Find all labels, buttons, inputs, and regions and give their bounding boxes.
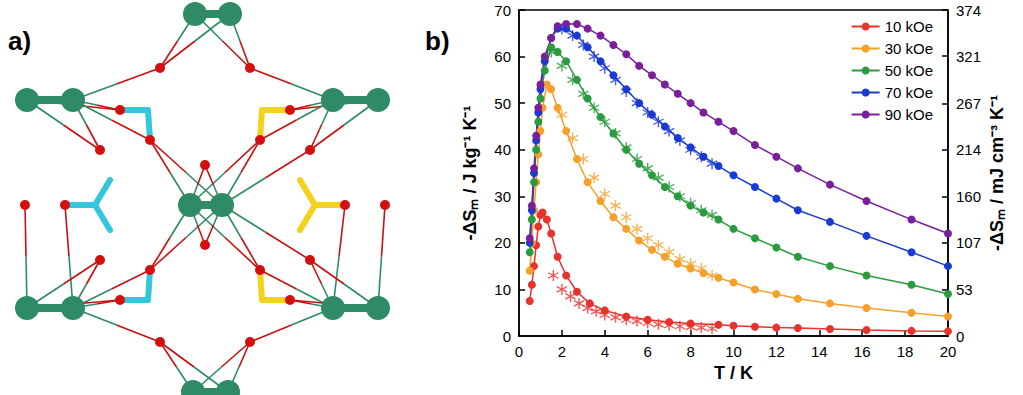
svg-text:12: 12 [768, 343, 785, 360]
html-text:b): b) [425, 26, 450, 56]
svg-text:4: 4 [601, 343, 609, 360]
svg-text:107: 107 [956, 234, 981, 251]
svg-text:2: 2 [558, 343, 566, 360]
svg-text:-ΔSₘ / J kg⁻¹ K⁻¹: -ΔSₘ / J kg⁻¹ K⁻¹ [460, 106, 480, 241]
svg-text:30: 30 [494, 188, 511, 205]
svg-text:267: 267 [956, 95, 981, 112]
svg-text:214: 214 [956, 141, 981, 158]
html-text:a): a) [8, 26, 32, 56]
svg-text:40: 40 [494, 141, 511, 158]
svg-text:70: 70 [494, 2, 511, 19]
svg-text:53: 53 [956, 281, 973, 298]
svg-text:6: 6 [644, 343, 652, 360]
svg-text:0: 0 [515, 343, 523, 360]
svg-text:20: 20 [940, 343, 957, 360]
svg-text:10 kOe: 10 kOe [885, 18, 933, 35]
svg-text:50 kOe: 50 kOe [885, 62, 933, 79]
svg-text:14: 14 [811, 343, 828, 360]
svg-text:10: 10 [494, 281, 511, 298]
svg-text:-ΔSₘ / mJ cm⁻³ K⁻¹: -ΔSₘ / mJ cm⁻³ K⁻¹ [987, 95, 1007, 251]
svg-text:374: 374 [956, 2, 981, 19]
svg-text:90 kOe: 90 kOe [885, 106, 933, 123]
svg-text:16: 16 [854, 343, 871, 360]
svg-text:18: 18 [897, 343, 914, 360]
svg-text:8: 8 [686, 343, 694, 360]
svg-text:321: 321 [956, 48, 981, 65]
svg-text:30 kOe: 30 kOe [885, 40, 933, 57]
svg-text:T / K: T / K [714, 363, 753, 383]
svg-text:0: 0 [503, 328, 511, 345]
svg-text:70 kOe: 70 kOe [885, 84, 933, 101]
svg-text:60: 60 [494, 48, 511, 65]
svg-text:160: 160 [956, 188, 981, 205]
svg-text:20: 20 [494, 234, 511, 251]
svg-text:10: 10 [725, 343, 742, 360]
svg-text:0: 0 [956, 328, 964, 345]
svg-text:50: 50 [494, 95, 511, 112]
